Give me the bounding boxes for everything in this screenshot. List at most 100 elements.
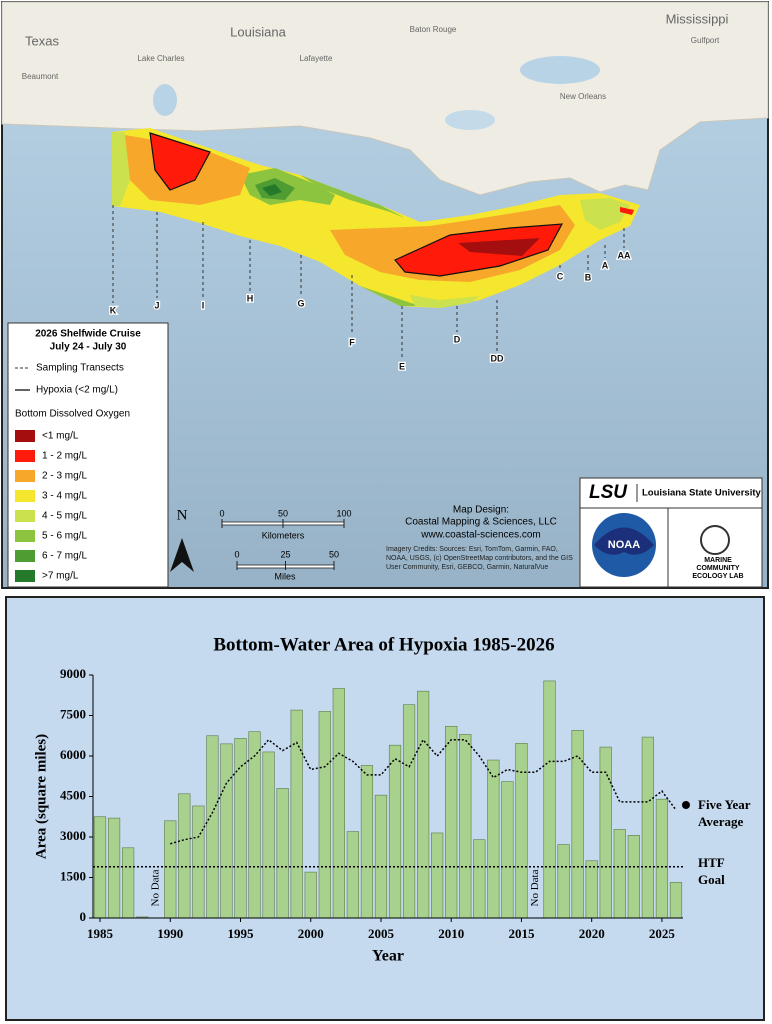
bar bbox=[93, 816, 107, 919]
average-line bbox=[170, 738, 677, 845]
goal-label: HTF Goal bbox=[698, 854, 725, 887]
legend-swatch bbox=[15, 570, 35, 582]
bar bbox=[276, 788, 289, 919]
place-label: Lafayette bbox=[300, 54, 333, 63]
credit-text: Map Design: bbox=[453, 505, 509, 516]
scale-tick-label: 0 bbox=[234, 549, 239, 559]
scale-tick-label: 0 bbox=[219, 508, 224, 518]
zone-4-5 bbox=[580, 198, 630, 230]
mcel-logo-icon bbox=[700, 525, 730, 555]
bar bbox=[220, 743, 233, 919]
legend-dates: July 24 - July 30 bbox=[50, 342, 127, 353]
y-tick-label: 3000 bbox=[60, 828, 86, 843]
legend-label: 5 - 6 mg/L bbox=[42, 531, 87, 542]
bar bbox=[374, 794, 388, 919]
bar bbox=[655, 798, 669, 919]
land bbox=[1, 1, 769, 196]
bar bbox=[346, 831, 359, 919]
bay bbox=[445, 110, 495, 130]
bar bbox=[585, 860, 598, 919]
legend-swatch bbox=[15, 510, 35, 522]
north-arrow bbox=[170, 538, 194, 572]
x-tick-label: 1985 bbox=[87, 926, 114, 941]
legend-label: 6 - 7 mg/L bbox=[42, 551, 87, 562]
bar bbox=[459, 734, 472, 919]
bar bbox=[627, 835, 640, 919]
legend-subtitle: Bottom Dissolved Oxygen bbox=[15, 409, 130, 420]
bar bbox=[178, 793, 191, 919]
lsu-logo: LSU bbox=[589, 482, 628, 503]
credit-text: www.coastal-sciences.com bbox=[420, 530, 540, 541]
zone-7 bbox=[262, 184, 282, 196]
north-label: N bbox=[177, 507, 188, 523]
place-label: Louisiana bbox=[230, 24, 286, 39]
bar bbox=[669, 882, 683, 919]
legend-label: 1 - 2 mg/L bbox=[42, 451, 87, 462]
zone-5-6 bbox=[360, 286, 420, 306]
scale-tick-label: 100 bbox=[336, 508, 351, 518]
zone-5-6 bbox=[300, 175, 405, 218]
bar bbox=[445, 725, 458, 919]
transect-label: D bbox=[454, 334, 461, 344]
y-tick-label: 6000 bbox=[60, 747, 86, 762]
x-tick-label: 2020 bbox=[579, 926, 605, 941]
place-label: New Orleans bbox=[560, 92, 606, 101]
legend-label: <1 mg/L bbox=[42, 431, 79, 442]
bar bbox=[571, 730, 584, 919]
place-label: Texas bbox=[25, 33, 59, 48]
legend-swatch bbox=[15, 430, 35, 442]
lsu-logo-box bbox=[579, 477, 763, 509]
mcel-logo-box bbox=[667, 507, 763, 588]
x-tick-label: 2010 bbox=[438, 926, 464, 941]
hypoxia-outline bbox=[149, 132, 564, 277]
zone-1-2 bbox=[620, 207, 634, 215]
noaa-logo-text: NOAA bbox=[608, 539, 640, 551]
bar bbox=[318, 711, 331, 919]
place-label: Gulfport bbox=[691, 36, 720, 45]
bar bbox=[164, 820, 177, 919]
noaa-logo-bird bbox=[594, 527, 654, 555]
scale-unit: Kilometers bbox=[262, 530, 305, 540]
scale-tick-label: 25 bbox=[280, 549, 290, 559]
bar bbox=[290, 709, 303, 919]
bar bbox=[515, 743, 528, 919]
bar bbox=[613, 829, 626, 919]
zone-4-5 bbox=[410, 295, 480, 308]
lake bbox=[153, 84, 177, 116]
bar bbox=[431, 832, 444, 919]
legend-title: 2026 Shelfwide Cruise bbox=[35, 329, 141, 340]
bar bbox=[473, 839, 486, 919]
x-tick-label: 1995 bbox=[228, 926, 255, 941]
bar bbox=[248, 731, 261, 919]
average-label: Five Year Average bbox=[698, 797, 751, 829]
place-label: Lake Charles bbox=[137, 54, 184, 63]
transect-label: C bbox=[557, 271, 564, 281]
transect-label: B bbox=[585, 272, 592, 282]
bar bbox=[487, 759, 500, 919]
x-tick-label: 2000 bbox=[298, 926, 324, 941]
transect-label: G bbox=[297, 298, 304, 308]
transect-label: F bbox=[349, 337, 355, 347]
legend-swatch bbox=[15, 530, 35, 542]
chart-title: Bottom-Water Area of Hypoxia 1985-2026 bbox=[213, 634, 554, 655]
bar bbox=[192, 805, 205, 919]
bar bbox=[641, 736, 654, 919]
hypoxia-zone bbox=[112, 128, 640, 308]
legend-label: 2 - 3 mg/L bbox=[42, 471, 87, 482]
bar bbox=[206, 735, 219, 919]
legend-label: >7 mg/L bbox=[42, 571, 79, 582]
transect-label: H bbox=[247, 293, 254, 303]
bar bbox=[122, 847, 135, 919]
y-tick-label: 9000 bbox=[60, 666, 86, 681]
bar bbox=[360, 765, 374, 919]
y-tick-label: 1500 bbox=[60, 868, 86, 883]
bar bbox=[332, 688, 345, 919]
bar bbox=[234, 738, 247, 919]
place-label: Mississippi bbox=[666, 11, 729, 26]
x-axis-label: Year bbox=[372, 948, 404, 965]
x-tick-label: 1990 bbox=[157, 926, 183, 941]
bar bbox=[557, 844, 570, 919]
transect-label: K bbox=[110, 305, 117, 315]
legend-swatch bbox=[15, 450, 35, 462]
bar bbox=[402, 704, 416, 919]
